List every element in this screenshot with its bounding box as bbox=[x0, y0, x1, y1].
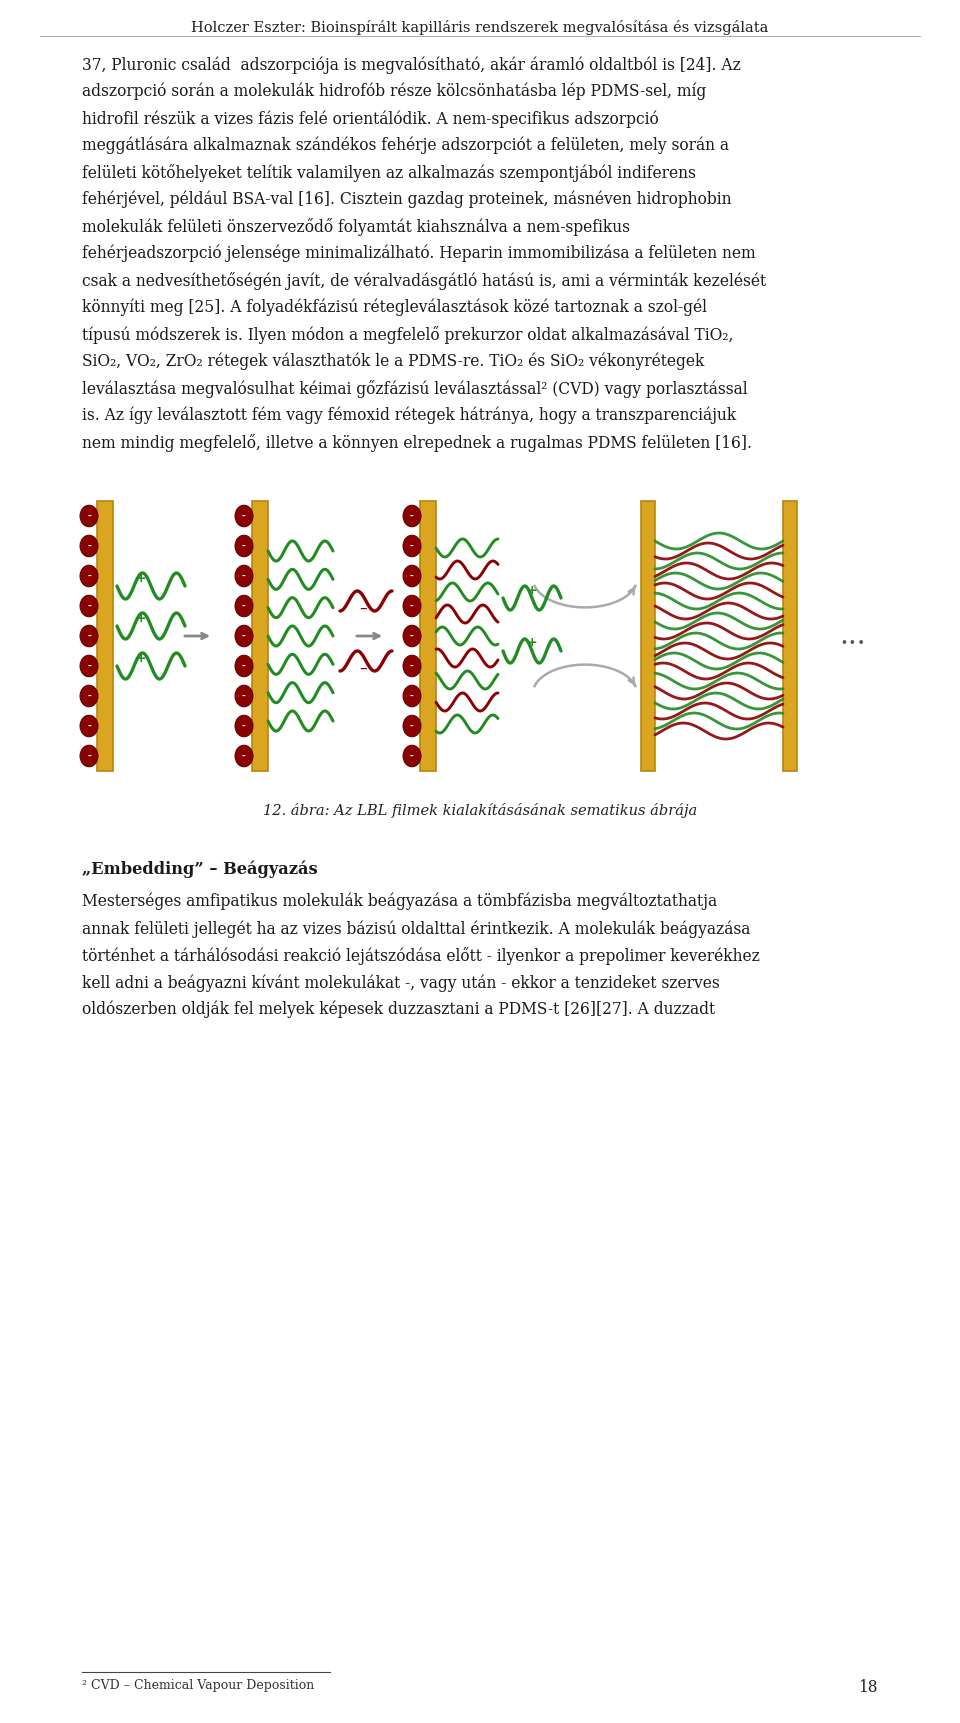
Ellipse shape bbox=[403, 686, 421, 706]
Text: 37, Pluronic család  adszorpciója is megvalósítható, akár áramló oldaltból is [2: 37, Pluronic család adszorpciója is megv… bbox=[82, 57, 741, 74]
Ellipse shape bbox=[80, 715, 98, 737]
Bar bbox=[783, 501, 797, 770]
Text: –: – bbox=[359, 601, 367, 615]
Text: Holczer Eszter: Bioinspírált kapilláris rendszerek megvalósítása és vizsgálata: Holczer Eszter: Bioinspírált kapilláris … bbox=[191, 21, 769, 34]
Ellipse shape bbox=[403, 746, 421, 767]
Text: típusú módszerek is. Ilyen módon a megfelelő prekurzor oldat alkalmazásával TiO₂: típusú módszerek is. Ilyen módon a megfe… bbox=[82, 326, 733, 345]
Ellipse shape bbox=[80, 536, 98, 557]
Text: +: + bbox=[527, 584, 538, 596]
Ellipse shape bbox=[235, 505, 253, 527]
Text: –: – bbox=[410, 691, 414, 701]
Bar bbox=[420, 501, 436, 770]
Text: kell adni a beágyazni kívánt molekulákat -, vagy után - ekkor a tenzideket szerv: kell adni a beágyazni kívánt molekulákat… bbox=[82, 973, 720, 991]
Text: –: – bbox=[410, 601, 414, 610]
Ellipse shape bbox=[80, 594, 98, 617]
Text: fehérjeadszorpció jelensége minimalizálható. Heparin immomibilizása a felületen : fehérjeadszorpció jelensége minimalizálh… bbox=[82, 245, 756, 262]
Text: 18: 18 bbox=[858, 1678, 878, 1695]
Text: –: – bbox=[410, 751, 414, 760]
Ellipse shape bbox=[403, 505, 421, 527]
Text: –: – bbox=[410, 572, 414, 581]
Text: „Embedding” – Beágyazás: „Embedding” – Beágyazás bbox=[82, 862, 318, 879]
Text: –: – bbox=[410, 512, 414, 520]
Text: –: – bbox=[87, 541, 91, 551]
Text: +: + bbox=[135, 612, 146, 624]
Text: molekulák felületi önszerveződő folyamtát kiahsználva a nem-spefikus: molekulák felületi önszerveződő folyamtá… bbox=[82, 219, 630, 236]
Text: –: – bbox=[242, 632, 246, 641]
Text: ...: ... bbox=[840, 622, 866, 650]
Text: –: – bbox=[410, 541, 414, 551]
Text: –: – bbox=[242, 722, 246, 731]
Text: leválasztása megvalósulhat kéimai gőzfázisú leválasztással² (CVD) vagy porlasztá: leválasztása megvalósulhat kéimai gőzfáz… bbox=[82, 381, 748, 398]
Text: –: – bbox=[410, 722, 414, 731]
Text: –: – bbox=[410, 632, 414, 641]
Text: hidrofil részük a vizes fázis felé orientálódik. A nem-specifikus adszorpció: hidrofil részük a vizes fázis felé orien… bbox=[82, 110, 659, 128]
Text: történhet a tárhálósodási reakció lejátszódása előtt - ilyenkor a prepolimer kev: történhet a tárhálósodási reakció lejáts… bbox=[82, 948, 760, 965]
Ellipse shape bbox=[403, 594, 421, 617]
Ellipse shape bbox=[403, 625, 421, 646]
Ellipse shape bbox=[403, 565, 421, 588]
Text: oldószerben oldják fel melyek képesek duzzasztani a PDMS-t [26][27]. A duzzadt: oldószerben oldják fel melyek képesek du… bbox=[82, 1001, 715, 1018]
Text: –: – bbox=[410, 662, 414, 670]
Text: meggátlására alkalmaznak szándékos fehérje adszorpciót a felületen, mely során a: meggátlására alkalmaznak szándékos fehér… bbox=[82, 138, 729, 155]
Text: fehérjével, például BSA-val [16]. Cisztein gazdag proteinek, másnéven hidrophobi: fehérjével, például BSA-val [16]. Ciszte… bbox=[82, 191, 732, 208]
Ellipse shape bbox=[235, 746, 253, 767]
Text: –: – bbox=[87, 662, 91, 670]
Text: Mesterséges amfipatikus molekulák beágyazása a tömbfázisba megváltoztathatja: Mesterséges amfipatikus molekulák beágya… bbox=[82, 893, 717, 910]
Text: annak felületi jellegét ha az vizes bázisú oldalttal érintkezik. A molekulák beá: annak felületi jellegét ha az vizes bázi… bbox=[82, 920, 751, 937]
Ellipse shape bbox=[80, 686, 98, 706]
Text: +: + bbox=[135, 572, 146, 584]
Ellipse shape bbox=[80, 655, 98, 677]
Text: 12. ábra: Az LBL filmek kialakításásának sematikus ábrája: 12. ábra: Az LBL filmek kialakításásának… bbox=[263, 803, 697, 818]
Ellipse shape bbox=[235, 565, 253, 588]
Text: ² CVD – Chemical Vapour Deposition: ² CVD – Chemical Vapour Deposition bbox=[82, 1678, 314, 1692]
Text: –: – bbox=[242, 601, 246, 610]
Text: –: – bbox=[87, 572, 91, 581]
Text: –: – bbox=[87, 751, 91, 760]
Ellipse shape bbox=[403, 655, 421, 677]
Ellipse shape bbox=[235, 594, 253, 617]
Text: –: – bbox=[87, 632, 91, 641]
Ellipse shape bbox=[403, 715, 421, 737]
Ellipse shape bbox=[235, 536, 253, 557]
Text: +: + bbox=[135, 651, 146, 665]
Ellipse shape bbox=[80, 625, 98, 646]
Text: –: – bbox=[242, 572, 246, 581]
Text: csak a nedvesíthetőségén javít, de véralvadásgátló hatású is, ami a vérminták ke: csak a nedvesíthetőségén javít, de véral… bbox=[82, 272, 766, 289]
Text: –: – bbox=[87, 512, 91, 520]
Bar bbox=[97, 501, 113, 770]
Text: –: – bbox=[242, 541, 246, 551]
Ellipse shape bbox=[235, 655, 253, 677]
Text: is. Az így leválasztott fém vagy fémoxid rétegek hátránya, hogy a transzparenciá: is. Az így leválasztott fém vagy fémoxid… bbox=[82, 407, 736, 424]
Text: –: – bbox=[359, 660, 367, 675]
Text: –: – bbox=[87, 691, 91, 701]
Text: SiO₂, VO₂, ZrO₂ rétegek választhatók le a PDMS-re. TiO₂ és SiO₂ vékonyrétegek: SiO₂, VO₂, ZrO₂ rétegek választhatók le … bbox=[82, 353, 705, 370]
Text: –: – bbox=[242, 662, 246, 670]
Text: –: – bbox=[242, 512, 246, 520]
Ellipse shape bbox=[403, 536, 421, 557]
Text: –: – bbox=[242, 691, 246, 701]
Text: +: + bbox=[527, 636, 538, 650]
Ellipse shape bbox=[80, 565, 98, 588]
Text: –: – bbox=[242, 751, 246, 760]
Text: könnyíti meg [25]. A folyadékfázisú rétegleválasztások közé tartoznak a szol-gél: könnyíti meg [25]. A folyadékfázisú réte… bbox=[82, 300, 707, 317]
Text: felületi kötőhelyeket telítik valamilyen az alkalmazás szempontjából indiferens: felületi kötőhelyeket telítik valamilyen… bbox=[82, 164, 696, 183]
Bar bbox=[252, 501, 268, 770]
Bar bbox=[641, 501, 655, 770]
Text: nem mindig megfelelő, illetve a könnyen elrepednek a rugalmas PDMS felületen [16: nem mindig megfelelő, illetve a könnyen … bbox=[82, 434, 752, 451]
Ellipse shape bbox=[235, 715, 253, 737]
Ellipse shape bbox=[80, 746, 98, 767]
Text: –: – bbox=[87, 722, 91, 731]
Text: –: – bbox=[87, 601, 91, 610]
Text: adszorpció során a molekulák hidrofób része kölcsönhatásba lép PDMS-sel, míg: adszorpció során a molekulák hidrofób ré… bbox=[82, 83, 707, 100]
Ellipse shape bbox=[80, 505, 98, 527]
Ellipse shape bbox=[235, 686, 253, 706]
Ellipse shape bbox=[235, 625, 253, 646]
